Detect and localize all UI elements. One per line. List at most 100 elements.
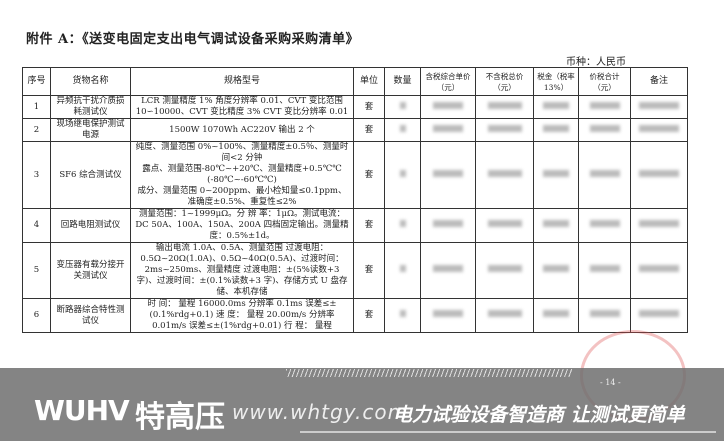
redacted-value <box>399 220 406 227</box>
document-title: 附件 A：《送变电固定支出电气调试设备采购采购清单》 <box>26 32 360 47</box>
spec-line: 时 间： 量程 16000.0ms 分辨率 0.1ms 误差≤±(0.1%rdg… <box>147 299 337 332</box>
redacted-value <box>433 124 463 132</box>
redacted-cell <box>384 118 421 142</box>
redacted-cell <box>384 298 421 333</box>
item-spec: 纯度、测量范围 0%~100%、测量精度±0.5％、测量时间<2 分钟 露点、测量… <box>130 141 354 209</box>
item-name: SF6 综合测试仪 <box>50 141 131 209</box>
redacted-value <box>487 124 522 132</box>
column-header: 不含税总价（元） <box>475 67 534 96</box>
item-unit: 套 <box>353 298 385 333</box>
spec-line: 测量范围：1~1999μΩ。分 辨 率：1μΩ。测试电流：DC 50A、100A… <box>135 209 349 242</box>
redacted-value <box>433 265 463 272</box>
header-row: 序号 货物名称 规格型号 单位 数量 含税综合单价 （元） 不含税总价（元） 税金（税率13%… <box>22 67 688 96</box>
column-header: 规格型号 <box>130 67 354 96</box>
redacted-cell <box>475 208 534 243</box>
redacted-cell <box>384 141 421 209</box>
redacted-cell <box>475 141 534 209</box>
redacted-value <box>399 169 406 177</box>
redacted-cell <box>630 95 688 119</box>
redacted-cell <box>384 242 421 299</box>
redacted-value <box>399 265 406 272</box>
redacted-value <box>639 220 679 227</box>
redacted-cell <box>533 141 579 209</box>
row-number: 3 <box>22 141 51 209</box>
redacted-cell <box>475 95 534 119</box>
watermark-banner <box>0 368 724 441</box>
redacted-cell <box>420 141 476 209</box>
redacted-value <box>589 101 620 109</box>
redacted-value <box>543 124 569 132</box>
redacted-cell <box>420 95 476 119</box>
spec-line: LCR 测量精度 1% 角度分辨率 0.01、CVT 变比范围 10∽10000… <box>135 96 349 118</box>
row-number: 2 <box>22 118 51 142</box>
redacted-value <box>543 169 569 177</box>
redacted-cell <box>420 298 476 333</box>
redacted-value <box>487 220 522 227</box>
procurement-table: 序号 货物名称 规格型号 单位 数量 含税综合单价 （元） 不含税总价（元） 税金（税率13%… <box>22 67 688 333</box>
redacted-cell <box>630 141 688 209</box>
redacted-value <box>543 310 569 317</box>
table-row: 1 异频抗干扰介质损耗测试仪 LCR 测量精度 1% 角度分辨率 0.01、CVT … <box>22 95 688 119</box>
redacted-value <box>639 265 679 272</box>
item-name: 异频抗干扰介质损耗测试仪 <box>50 95 131 119</box>
redacted-value <box>399 101 406 109</box>
brand-url: www.whtgy.com <box>232 400 409 424</box>
redacted-cell <box>475 242 534 299</box>
redacted-cell <box>420 208 476 243</box>
redacted-value <box>589 265 620 272</box>
item-spec: 输出电流 1.0A、0.5A、测量范围 过渡电阻：0.5Ω~20Ω(1.0A)、… <box>130 242 354 299</box>
redacted-value <box>639 310 679 317</box>
redacted-value <box>639 101 679 109</box>
item-spec: 1500W 1070Wh AC220V 输出 2 个 <box>130 118 354 142</box>
spec-line: 输出电流 1.0A、0.5A、测量范围 过渡电阻：0.5Ω~20Ω(1.0A)、… <box>136 243 348 298</box>
item-unit: 套 <box>353 242 385 299</box>
redacted-cell <box>630 118 688 142</box>
redacted-value <box>487 310 522 317</box>
redacted-value <box>639 169 679 177</box>
redacted-value <box>399 124 406 132</box>
redacted-cell <box>578 298 631 333</box>
redacted-cell <box>578 208 631 243</box>
redacted-value <box>433 220 463 227</box>
redacted-cell <box>533 95 579 119</box>
redacted-cell <box>630 242 688 299</box>
redacted-cell <box>630 298 688 333</box>
redacted-value <box>639 124 679 132</box>
banner-divider <box>300 431 716 433</box>
redacted-cell <box>578 141 631 209</box>
row-number: 6 <box>22 298 51 333</box>
redacted-cell <box>533 242 579 299</box>
column-header: 单位 <box>353 67 385 96</box>
table-row: 6 断路器综合特性测试仪时 间： 量程 16000.0ms 分辨率 0.1ms 误… <box>22 298 688 333</box>
item-spec: LCR 测量精度 1% 角度分辨率 0.01、CVT 变比范围 10∽10000… <box>130 95 354 119</box>
redacted-cell <box>578 95 631 119</box>
brand-logo-cn: 特高压 <box>135 400 225 435</box>
redacted-cell <box>420 242 476 299</box>
row-number: 1 <box>22 95 51 119</box>
column-header: 价税合计（元） <box>578 67 631 96</box>
redacted-value <box>399 310 406 317</box>
redacted-value <box>487 265 522 272</box>
row-number: 5 <box>22 242 51 299</box>
item-spec: 时 间： 量程 16000.0ms 分辨率 0.1ms 误差≤±(0.1%rdg… <box>130 298 354 333</box>
item-name: 变压器有载分接开关测试仪 <box>50 242 131 299</box>
column-header: 含税综合单价 （元） <box>420 67 476 96</box>
page-number: - 14 - <box>600 378 621 387</box>
redacted-cell <box>578 242 631 299</box>
brand-slogan: 电力试验设备智造商 让测试更简单 <box>393 404 685 426</box>
redacted-value <box>433 169 463 177</box>
redacted-value <box>433 310 463 317</box>
item-name: 回路电阻测试仪 <box>50 208 131 243</box>
brand-logo: WUHV <box>34 394 130 427</box>
item-unit: 套 <box>353 208 385 243</box>
redacted-value <box>433 101 463 109</box>
redacted-cell <box>475 298 534 333</box>
banner-hatch <box>286 369 572 377</box>
table-row: 5 变压器有载分接开关测试仪 输出电流 1.0A、0.5A、测量范围 过渡电阻：0.… <box>22 242 688 299</box>
item-unit: 套 <box>353 118 385 142</box>
redacted-cell <box>475 118 534 142</box>
item-unit: 套 <box>353 141 385 209</box>
redacted-value <box>543 220 569 227</box>
item-name: 现场继电保护测试电源 <box>50 118 131 142</box>
column-header: 货物名称 <box>50 67 131 96</box>
